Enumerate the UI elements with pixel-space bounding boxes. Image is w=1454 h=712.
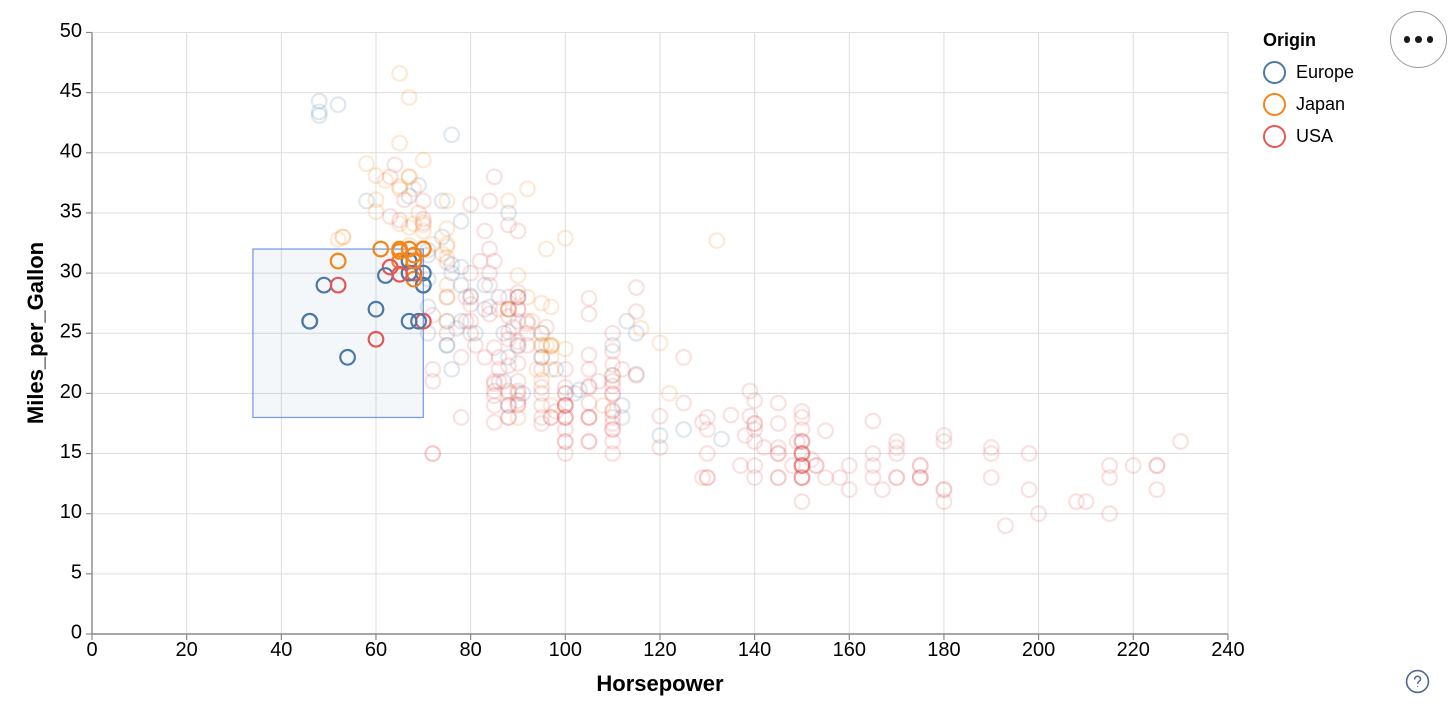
- svg-text:220: 220: [1117, 639, 1150, 661]
- svg-text:35: 35: [60, 200, 82, 222]
- svg-text:30: 30: [60, 261, 82, 283]
- svg-text:180: 180: [927, 639, 960, 661]
- svg-text:40: 40: [60, 140, 82, 162]
- svg-text:20: 20: [60, 381, 82, 403]
- svg-text:0: 0: [71, 622, 82, 644]
- svg-text:45: 45: [60, 80, 82, 102]
- svg-text:80: 80: [460, 639, 482, 661]
- svg-text:5: 5: [71, 561, 82, 583]
- svg-text:120: 120: [643, 639, 676, 661]
- svg-text:0: 0: [86, 639, 97, 661]
- svg-text:240: 240: [1211, 639, 1244, 661]
- svg-text:160: 160: [833, 639, 866, 661]
- svg-text:15: 15: [60, 441, 82, 463]
- svg-text:40: 40: [270, 639, 292, 661]
- svg-text:60: 60: [365, 639, 387, 661]
- svg-text:50: 50: [60, 20, 82, 42]
- svg-text:25: 25: [60, 321, 82, 343]
- svg-text:100: 100: [549, 639, 582, 661]
- svg-text:20: 20: [176, 639, 198, 661]
- svg-text:200: 200: [1022, 639, 1055, 661]
- svg-text:140: 140: [738, 639, 771, 661]
- svg-text:10: 10: [60, 501, 82, 523]
